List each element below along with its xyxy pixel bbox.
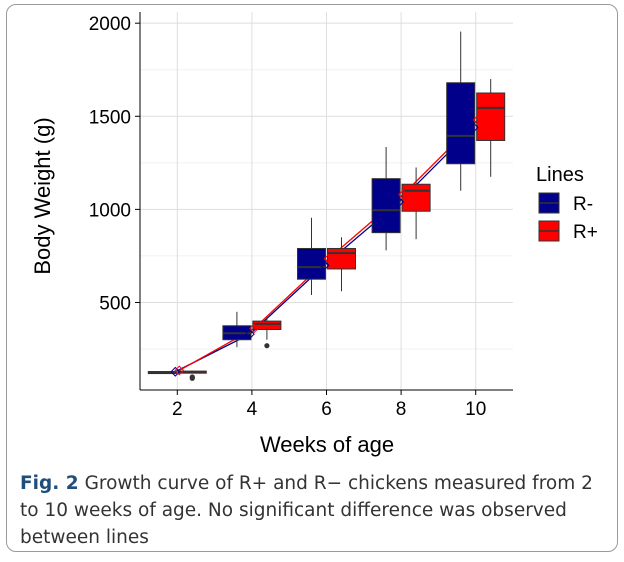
x-tick-label: 10 xyxy=(465,399,486,420)
box-r-minus-week-10 xyxy=(446,31,476,191)
figure-caption: Fig. 2 Growth curve of R+ and R− chickens… xyxy=(20,470,610,551)
trend-marker xyxy=(323,253,334,264)
x-tick-label: 4 xyxy=(247,399,258,420)
box-iqr xyxy=(401,183,431,212)
y-tick-label: 1500 xyxy=(89,107,131,128)
box-r-plus-week-10 xyxy=(476,79,506,177)
legend-item-r-plus: R+ xyxy=(538,220,598,243)
legend: Lines R- R+ xyxy=(536,164,598,243)
trend-marker xyxy=(174,365,185,376)
x-tick-label: 2 xyxy=(172,399,183,420)
box-iqr xyxy=(297,247,326,280)
box-plot-chart: 500 1000 1500 2000 2 4 6 8 10 Body Weight (g) We… xyxy=(30,12,598,457)
outlier-point xyxy=(189,375,195,381)
y-tick-label: 2000 xyxy=(89,14,131,35)
box-r-minus-week-6 xyxy=(297,217,326,296)
box-r-minus-week-4 xyxy=(222,311,252,348)
x-axis-title: Weeks of age xyxy=(260,432,394,457)
x-tick-label: 8 xyxy=(396,399,407,420)
trend-marker xyxy=(248,323,259,334)
trend-marker xyxy=(468,122,479,133)
legend-label: R- xyxy=(573,194,593,215)
trend-marker xyxy=(319,260,330,271)
box-iqr xyxy=(252,320,282,330)
trend-marker xyxy=(170,366,181,377)
box-r-plus-week-4 xyxy=(252,317,282,349)
box-iqr xyxy=(371,178,401,234)
trend-marker xyxy=(472,115,483,125)
box-r-plus-week-6 xyxy=(327,237,356,292)
y-tick-label: 1000 xyxy=(89,200,131,221)
box-r-plus-week-8 xyxy=(401,167,431,240)
x-tick-label: 6 xyxy=(321,399,332,420)
box-r-minus-week-8 xyxy=(371,147,401,251)
caption-text: Growth curve of R+ and R− chickens measu… xyxy=(20,473,593,548)
figure-frame xyxy=(6,4,618,552)
y-axis-title: Body Weight (g) xyxy=(30,117,55,274)
box-iqr xyxy=(327,247,356,270)
legend-item-r-minus: R- xyxy=(538,192,593,215)
figure-label: Fig. 2 xyxy=(20,473,79,494)
legend-label: R+ xyxy=(573,222,598,243)
box-iqr xyxy=(476,92,506,141)
trend-marker xyxy=(394,196,405,207)
box-iqr xyxy=(446,82,476,165)
outlier-point xyxy=(264,343,270,349)
trend-marker xyxy=(244,329,255,340)
box-r-plus-week-2 xyxy=(177,370,207,381)
trend-marker xyxy=(398,189,409,200)
y-tick-label: 500 xyxy=(99,293,131,314)
legend-title: Lines xyxy=(536,164,584,186)
